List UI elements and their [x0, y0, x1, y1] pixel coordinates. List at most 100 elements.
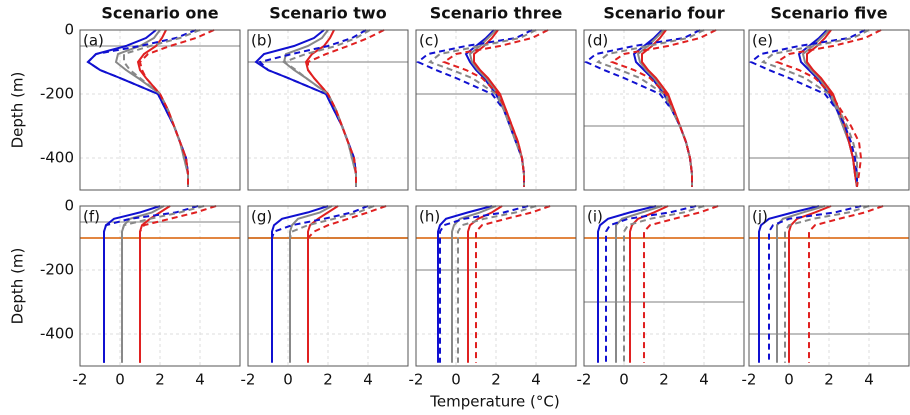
profile-line — [304, 29, 357, 187]
panel-title: Scenario one — [101, 4, 218, 23]
x-tick-label: 2 — [323, 371, 333, 389]
profile-line — [437, 205, 493, 363]
x-tick-label: 4 — [699, 371, 709, 389]
x-tick-label: -2 — [241, 371, 256, 389]
panel-frame — [247, 205, 409, 367]
profile-line — [307, 205, 339, 363]
profile-line — [416, 29, 533, 187]
x-tick-label: 2 — [659, 371, 669, 389]
panel-frame — [583, 205, 745, 367]
profile-line — [427, 29, 537, 187]
profile-line — [806, 29, 858, 187]
profile-line — [289, 205, 375, 363]
profile-line — [307, 205, 387, 363]
profile-line — [123, 29, 201, 187]
panel-label: (f) — [83, 208, 100, 226]
profile-line — [86, 29, 197, 187]
profile-line — [749, 29, 866, 187]
panel-label: (d) — [587, 32, 608, 50]
profile-line — [439, 205, 529, 363]
profile-line — [121, 205, 205, 363]
profile-line — [768, 205, 862, 363]
profile-line — [609, 29, 717, 187]
panel-label: (g) — [251, 208, 272, 226]
profile-line — [457, 205, 537, 363]
profile-line — [629, 205, 669, 363]
panel-title: Scenario four — [603, 4, 724, 23]
x-tick-label: 4 — [531, 371, 541, 389]
panel-frame — [79, 29, 241, 191]
profile-line — [451, 205, 497, 363]
panel-frame — [748, 29, 910, 191]
x-tick-label: 4 — [363, 371, 373, 389]
x-tick-label: -2 — [577, 371, 592, 389]
profile-line — [641, 29, 693, 187]
y-tick-label: -400 — [40, 325, 74, 343]
profile-line — [784, 205, 870, 363]
x-tick-label: -2 — [73, 371, 88, 389]
panel-frame — [748, 205, 910, 367]
panel-label: (j) — [752, 208, 768, 226]
profile-line — [623, 205, 705, 363]
x-tick-label: 0 — [619, 371, 629, 389]
x-tick-label: 2 — [491, 371, 501, 389]
profile-line — [774, 29, 882, 187]
profile-line — [103, 205, 199, 363]
panel-title: Scenario two — [269, 4, 386, 23]
profile-line — [86, 29, 189, 187]
profile-line — [595, 29, 705, 187]
panel-label: (e) — [752, 32, 773, 50]
y-tick-label: -400 — [40, 149, 74, 167]
x-tick-label: 2 — [155, 371, 165, 389]
profile-line — [139, 205, 217, 363]
profile-line — [258, 29, 367, 187]
panel-frame — [583, 29, 745, 191]
panel-label: (h) — [419, 208, 440, 226]
y-tick-label: 0 — [64, 197, 74, 215]
profile-line — [138, 29, 215, 187]
profile-line — [468, 29, 525, 187]
profile-line — [636, 29, 693, 187]
profile-line — [760, 29, 870, 187]
profile-line — [776, 205, 826, 363]
x-tick-label: 4 — [864, 371, 874, 389]
profile-line — [271, 205, 369, 363]
panel-label: (b) — [251, 32, 272, 50]
profile-line — [307, 29, 385, 187]
panel-frame — [415, 205, 577, 367]
y-tick-label: -200 — [40, 85, 74, 103]
profile-line — [615, 205, 663, 363]
profile-line — [114, 29, 189, 187]
profile-line — [281, 29, 371, 187]
x-tick-label: 2 — [824, 371, 834, 389]
x-tick-label: -2 — [409, 371, 424, 389]
y-axis-label: Depth (m) — [9, 248, 27, 325]
y-tick-label: 0 — [64, 21, 74, 39]
profile-line — [121, 205, 165, 363]
y-axis-label: Depth (m) — [9, 72, 27, 149]
panel-label: (a) — [83, 32, 104, 50]
profile-line — [758, 205, 820, 363]
panel-frame — [247, 29, 409, 191]
profile-line — [254, 29, 357, 187]
profile-line — [605, 205, 697, 363]
profile-line — [441, 29, 549, 187]
panel-title: Scenario three — [430, 4, 563, 23]
profile-line — [597, 205, 657, 363]
profile-line — [103, 205, 161, 363]
x-tick-label: 0 — [784, 371, 794, 389]
profile-line — [467, 205, 503, 363]
panel-title: Scenario five — [770, 4, 887, 23]
profile-line — [788, 205, 832, 363]
profile-line — [584, 29, 701, 187]
y-tick-label: -200 — [40, 261, 74, 279]
panel-label: (c) — [419, 32, 439, 50]
x-tick-label: 4 — [195, 371, 205, 389]
profile-line — [136, 29, 189, 187]
x-tick-label: 0 — [451, 371, 461, 389]
panel-frame — [79, 205, 241, 367]
x-tick-label: 0 — [283, 371, 293, 389]
profile-line — [139, 205, 171, 363]
